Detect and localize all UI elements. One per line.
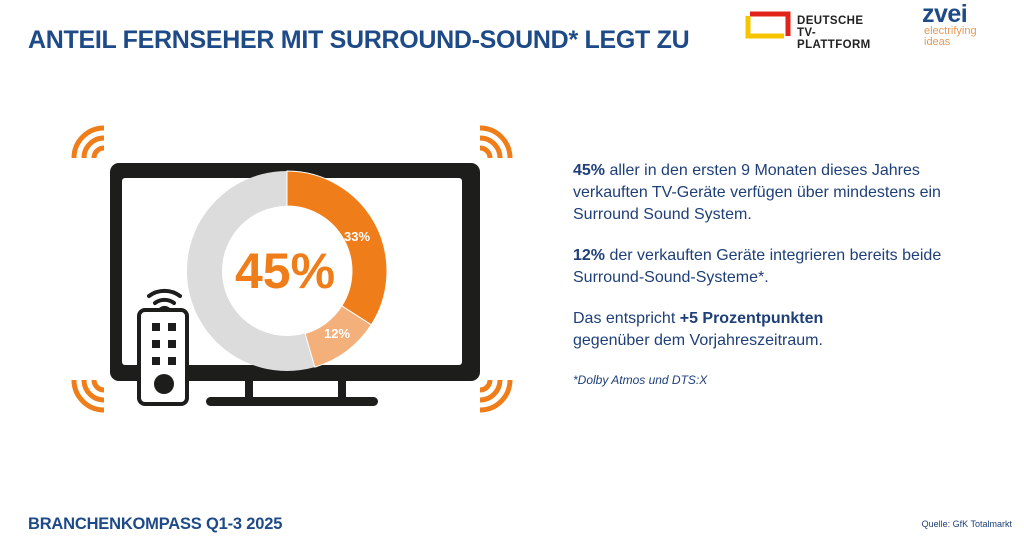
p3-text: gegenüber dem Vorjahreszeitraum.	[573, 332, 823, 349]
zvei-tagline-2: ideas	[924, 36, 951, 48]
paragraph-1: 45% aller in den ersten 9 Monaten dieses…	[573, 160, 993, 226]
tv-infographic: 45% 33% 12%	[60, 110, 530, 420]
p1-highlight: 45%	[573, 162, 606, 179]
zvei-wordmark: zvei	[922, 0, 968, 28]
p3-pre: Das entspricht	[573, 310, 680, 327]
tv-frame-logo-icon	[745, 11, 791, 39]
footnote: *Dolby Atmos und DTS:X	[573, 373, 708, 387]
dtvp-line1: DEUTSCHE	[797, 15, 864, 27]
sound-wave-icon-top-left	[71, 125, 105, 159]
deutsche-tv-plattform-logo: DEUTSCHE TV-PLATTFORM	[744, 8, 884, 51]
dtvp-line2: TV-PLATTFORM	[797, 27, 871, 51]
donut-chart: 45% 33% 12%	[186, 170, 388, 371]
p2-highlight: 12%	[573, 247, 606, 264]
paragraph-3: Das entspricht +5 Prozentpunkten gegenübe…	[573, 308, 993, 352]
center-value: 45%	[235, 243, 335, 299]
segment-label-12: 12%	[324, 326, 350, 341]
segment-label-33: 33%	[344, 229, 370, 244]
sound-wave-icon-top-right	[479, 125, 513, 159]
page-title: ANTEIL FERNSEHER MIT SURROUND-SOUND* LEG…	[28, 26, 690, 54]
p3-highlight: +5 Prozentpunkten	[679, 310, 824, 327]
sound-wave-icon-bottom-right	[479, 379, 513, 413]
zvei-tagline-1: electrifying	[924, 25, 977, 37]
description: 45% aller in den ersten 9 Monaten dieses…	[573, 160, 993, 391]
zvei-logo: zvei electrifying ideas	[922, 2, 1022, 52]
footer-title: BRANCHENKOMPASS Q1-3 2025	[28, 515, 283, 533]
p2-text: der verkauften Geräte integrieren bereit…	[573, 247, 942, 286]
remote-control-icon	[137, 288, 189, 406]
sound-wave-icon-bottom-left	[71, 379, 105, 413]
source-note: Quelle: GfK Totalmarkt	[921, 519, 1012, 529]
p1-text: aller in den ersten 9 Monaten dieses Jah…	[573, 162, 941, 223]
paragraph-2: 12% der verkauften Geräte integrieren be…	[573, 245, 993, 289]
